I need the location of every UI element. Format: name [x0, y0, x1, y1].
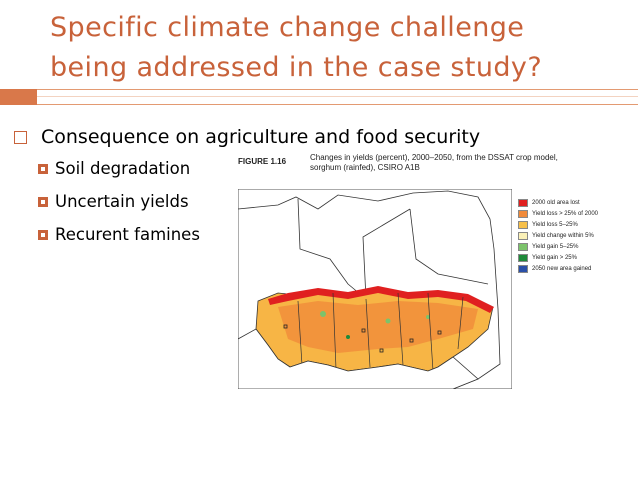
legend-item: Yield loss > 25% of 2000 — [518, 208, 610, 219]
title-line-1: Specific climate change challenge — [50, 12, 525, 43]
title-accent-bar — [0, 89, 37, 105]
figure-number: FIGURE 1.16 — [238, 157, 287, 166]
square-bullet-icon — [38, 163, 48, 174]
square-bullet-icon — [38, 196, 48, 207]
sub-bullet-text: Soil degradation — [55, 159, 191, 178]
sub-bullet-text: Uncertain yields — [55, 192, 189, 211]
title-line-2: being addressed in the case study? — [50, 52, 543, 83]
legend-item: Yield change within 5% — [518, 230, 610, 241]
slide-title: Specific climate change challenge being … — [50, 8, 610, 88]
main-bullet-text: Consequence on agriculture and food secu… — [41, 126, 481, 148]
map-legend: 2000 old area lost Yield loss > 25% of 2… — [518, 197, 610, 274]
title-divider — [37, 89, 638, 105]
legend-item: Yield loss 5–25% — [518, 219, 610, 230]
sub-bullet-3: Recurent famines — [38, 225, 200, 244]
square-bullet-icon — [38, 229, 48, 240]
sub-bullet-text: Recurent famines — [55, 225, 200, 244]
caption-line-1: Changes in yields (percent), 2000–2050, … — [310, 153, 558, 162]
sub-bullet-2: Uncertain yields — [38, 192, 189, 211]
figure: FIGURE 1.16 Changes in yields (percent),… — [238, 153, 610, 389]
bullet-list: Consequence on agriculture and food secu… — [14, 126, 480, 148]
west-africa-map — [238, 189, 512, 389]
legend-item: 2050 new area gained — [518, 263, 610, 274]
hollow-square-bullet-icon — [14, 130, 27, 144]
legend-item: Yield gain > 25% — [518, 252, 610, 263]
main-bullet: Consequence on agriculture and food secu… — [14, 126, 480, 148]
legend-item: Yield gain 5–25% — [518, 241, 610, 252]
sub-bullet-1: Soil degradation — [38, 159, 190, 178]
caption-line-2: sorghum (rainfed), CSIRO A1B — [310, 163, 420, 172]
legend-item: 2000 old area lost — [518, 197, 610, 208]
